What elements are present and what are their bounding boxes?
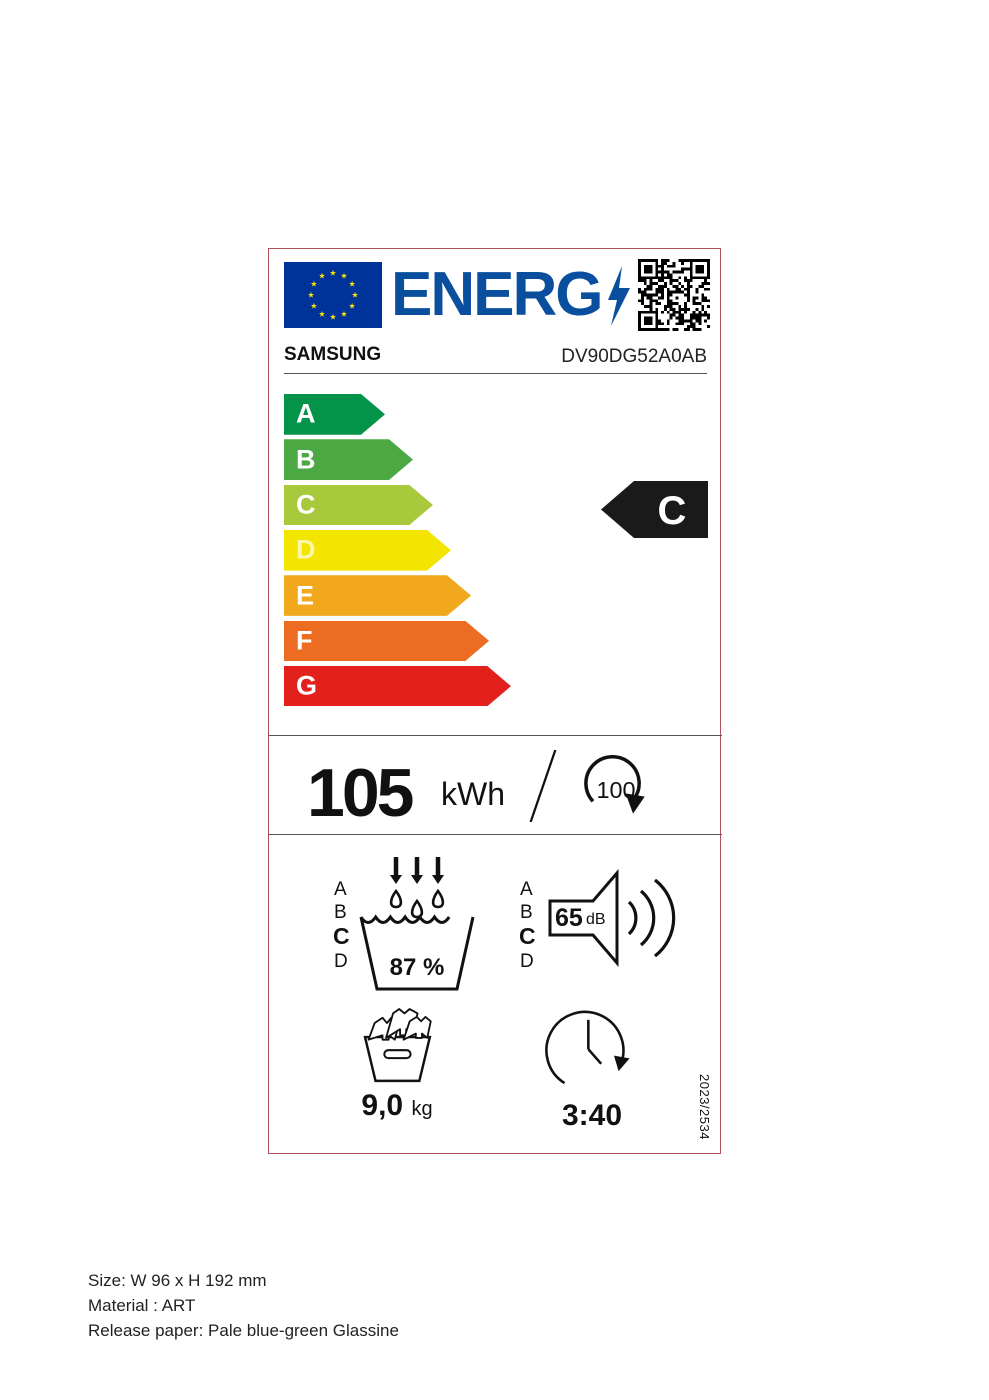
svg-text:A: A bbox=[334, 879, 347, 900]
svg-text:D: D bbox=[520, 951, 534, 972]
svg-text:87 %: 87 % bbox=[390, 954, 445, 981]
svg-text:C: C bbox=[333, 923, 350, 949]
svg-text:A: A bbox=[520, 879, 533, 900]
svg-text:C: C bbox=[658, 489, 687, 533]
svg-text:D: D bbox=[334, 951, 348, 972]
svg-text:B: B bbox=[334, 902, 347, 923]
svg-text:B: B bbox=[520, 902, 533, 923]
svg-text:C: C bbox=[519, 923, 536, 949]
svg-text:65: 65 bbox=[555, 904, 583, 932]
svg-text:100: 100 bbox=[596, 777, 635, 803]
svg-text:dB: dB bbox=[586, 911, 606, 928]
